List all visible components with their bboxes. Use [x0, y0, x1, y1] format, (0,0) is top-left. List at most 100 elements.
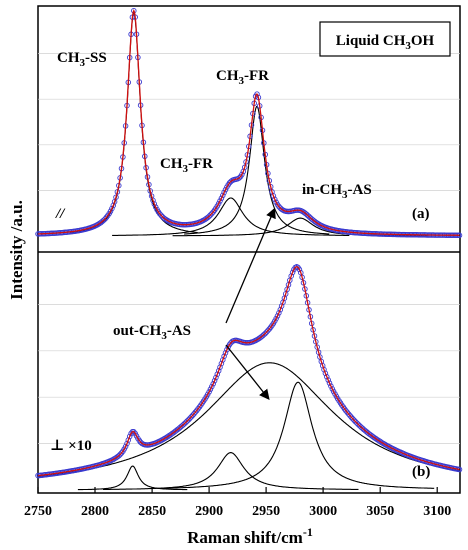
scale-factor-label: ⊥ ×10: [50, 438, 92, 454]
measured-point: [274, 313, 281, 319]
measured-point: [343, 407, 349, 414]
annotation-out-ch3-as: out-CH3-AS: [113, 323, 191, 342]
x-tick-label: 3100: [423, 504, 451, 519]
measured-point: [277, 306, 284, 313]
measured-point: [100, 217, 107, 223]
measured-point: [189, 412, 196, 419]
measured-point: [102, 216, 108, 222]
panel-label-a: (a): [412, 206, 430, 222]
measured-point: [213, 374, 219, 381]
measured-point: [270, 193, 277, 199]
measured-point: [326, 380, 333, 386]
measured-point: [207, 212, 214, 218]
plot-frame: [37, 5, 461, 494]
component-curve-b-1: [77, 465, 188, 491]
measured-point: [117, 451, 123, 458]
x-tick-label: 3050: [366, 504, 394, 519]
measured-point: [329, 386, 336, 392]
measured-point: [276, 310, 282, 316]
measured-point: [110, 202, 117, 209]
fit-total-a: [38, 9, 460, 236]
measured-point: [157, 211, 163, 217]
measured-point: [107, 208, 114, 215]
measured-point: [220, 357, 226, 363]
measured-point: [109, 205, 115, 212]
measured-point: [131, 7, 137, 14]
measured-point: [296, 266, 303, 273]
x-tick-label: 2900: [195, 504, 223, 519]
x-tick-label: 2950: [252, 504, 280, 519]
measured-point: [344, 409, 351, 416]
legend-suffix: OH: [411, 33, 435, 49]
grid-lines: [38, 53, 460, 444]
measured-point: [125, 437, 132, 443]
measured-point: [124, 440, 130, 447]
annotation-in-ch3-as: in-CH3-AS: [302, 182, 372, 201]
measured-point: [151, 201, 158, 207]
measured-point: [215, 368, 222, 374]
measured-point: [209, 383, 215, 390]
svg-text:Liquid CH3OH: Liquid CH3OH: [336, 33, 435, 52]
measured-point: [191, 411, 197, 417]
measured-point: [345, 411, 352, 417]
curves: [35, 7, 463, 491]
measured-point: [218, 195, 225, 202]
annotation-arrows: [225, 207, 276, 401]
measured-point: [103, 214, 110, 221]
measured-point: [188, 414, 195, 420]
fit-total-b: [38, 266, 460, 477]
measured-point: [118, 450, 125, 456]
panel-label-b: (b): [412, 464, 430, 480]
measured-point: [347, 412, 353, 419]
annotation-ch3-ss: CH3-SS: [57, 50, 107, 69]
measured-point: [239, 171, 245, 178]
arrow-to-upper-panel: [225, 207, 276, 324]
arrow-to-lower-panel: [225, 344, 270, 401]
measured-point: [221, 189, 227, 196]
measured-point: [185, 416, 192, 423]
x-tick-label: 3000: [309, 504, 337, 519]
component-curve-a-2: [112, 197, 350, 236]
measured-point: [221, 353, 227, 360]
measured-point: [150, 197, 156, 204]
measured-point: [265, 327, 271, 334]
measured-point: [207, 386, 214, 393]
measured-point: [263, 329, 270, 335]
measured-point: [217, 198, 223, 204]
measured-point: [126, 433, 133, 440]
component-curve-b-4: [161, 381, 435, 489]
component-curve-a-3: [184, 105, 330, 235]
measured-point: [152, 204, 159, 210]
measured-point: [262, 330, 268, 337]
measured-point: [214, 371, 221, 377]
x-tick-label: 2750: [24, 504, 52, 519]
legend-prefix: Liquid CH: [336, 33, 406, 49]
measured-point: [122, 443, 129, 450]
measured-point: [206, 389, 212, 395]
x-tick-label: 2850: [138, 504, 166, 519]
measured-point: [192, 409, 199, 415]
legend-box: Liquid CH3OH: [319, 21, 451, 57]
measured-point: [222, 350, 229, 356]
component-curve-a-4: [172, 217, 429, 237]
measured-point: [222, 186, 229, 193]
measured-point: [210, 381, 216, 387]
measured-point: [325, 377, 331, 383]
y-axis-title: Intensity /a.u.: [7, 200, 26, 300]
measured-point: [377, 438, 383, 445]
x-tick-label: 2800: [81, 504, 109, 519]
measured-point: [289, 269, 296, 276]
annotation-ch3-fr-left: CH3-FR: [160, 156, 213, 175]
x-axis-title: Raman shift/cm-1: [187, 525, 313, 547]
measured-point: [236, 175, 242, 181]
measured-point: [272, 196, 278, 203]
legend-sub: 3: [405, 40, 411, 52]
measured-point: [350, 416, 356, 422]
measured-point: [254, 91, 260, 97]
measured-point: [273, 315, 279, 322]
component-curve-b-3: [37, 362, 460, 478]
measured-point: [211, 377, 218, 384]
component-curve-b-2: [103, 452, 359, 490]
measured-point: [348, 414, 355, 421]
measured-point: [266, 326, 273, 332]
